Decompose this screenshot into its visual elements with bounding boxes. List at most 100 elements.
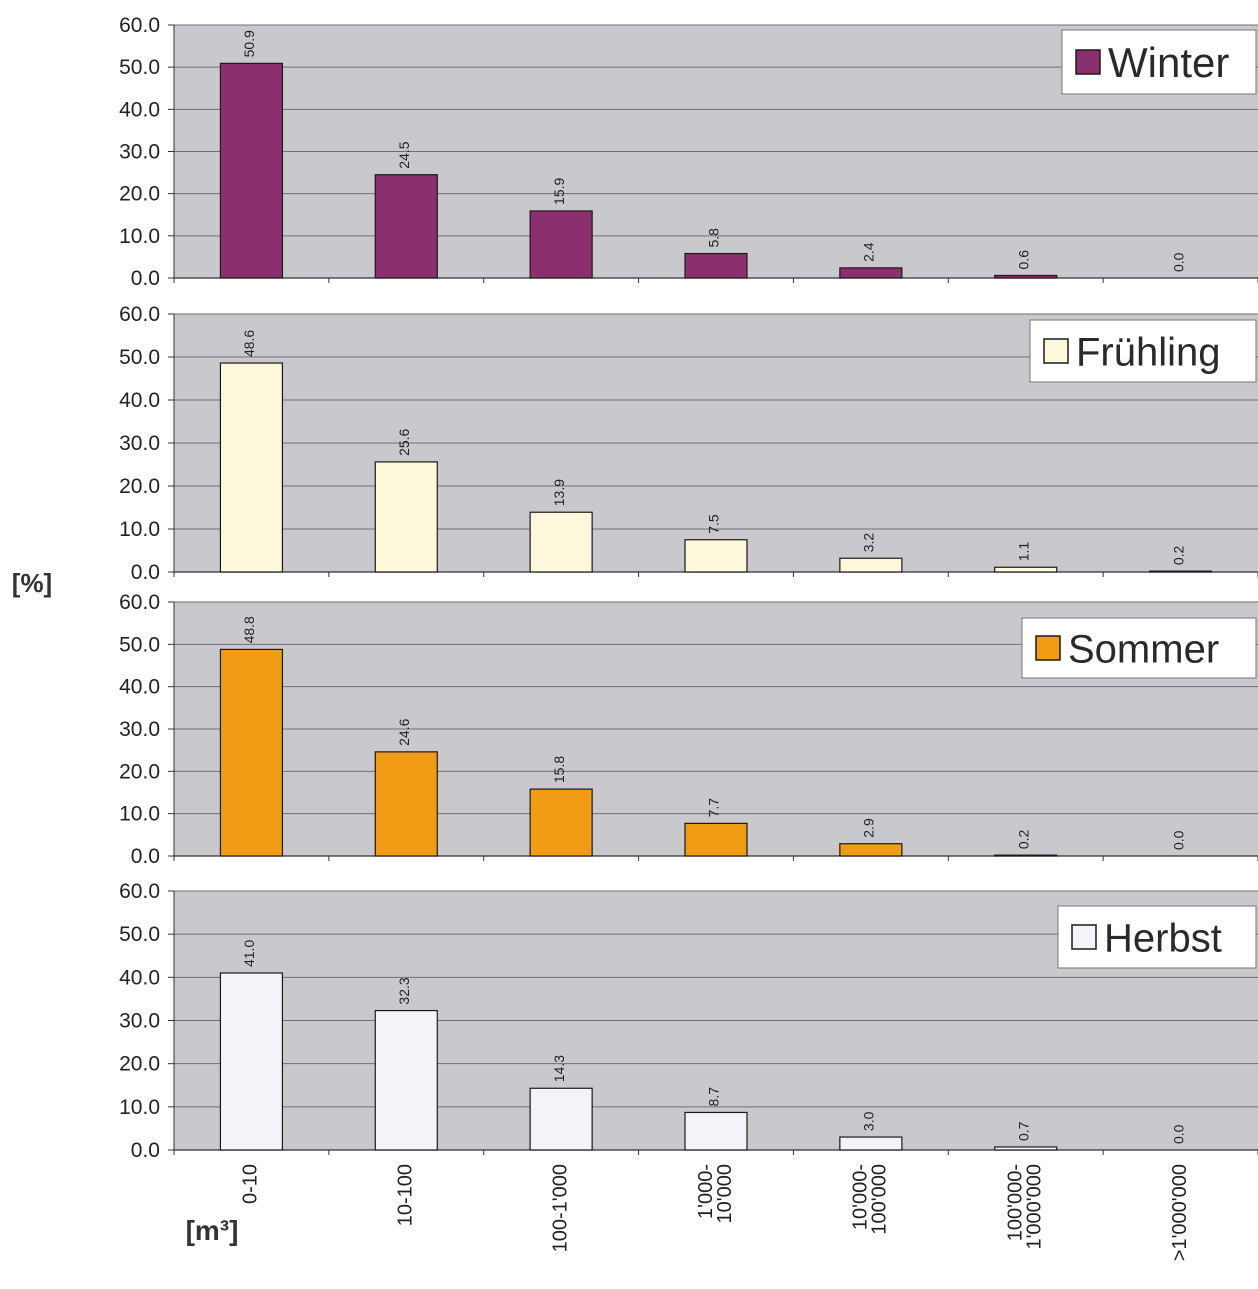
x-unit-label: [m³] bbox=[186, 1215, 239, 1246]
legend-label: Sommer bbox=[1068, 627, 1219, 671]
data-label: 48.8 bbox=[241, 616, 257, 643]
y-tick-label: 10.0 bbox=[119, 225, 160, 248]
data-label: 41.0 bbox=[241, 940, 257, 967]
data-label: 0.7 bbox=[1015, 1121, 1031, 1141]
bar bbox=[529, 210, 593, 279]
y-axis-label: [%] bbox=[12, 568, 52, 598]
y-tick-label: 30.0 bbox=[119, 1010, 160, 1033]
data-label: 0.0 bbox=[1170, 1124, 1186, 1144]
x-tick-label: 100'000- bbox=[1004, 1164, 1026, 1241]
y-tick-label: 0.0 bbox=[131, 267, 160, 290]
bar bbox=[839, 1136, 903, 1151]
chart-panel-winter: 0.0 10.0 20.0 30.0 40.0 50.0 60.0 50.9 24.5 15.9 5… bbox=[119, 14, 1258, 290]
bar bbox=[684, 252, 748, 279]
legend-label: Herbst bbox=[1104, 916, 1222, 960]
data-label: 8.7 bbox=[706, 1087, 722, 1107]
x-tick-label: >1'000'000 bbox=[1169, 1164, 1191, 1261]
legend: Sommer bbox=[1021, 617, 1257, 679]
y-tick-label: 40.0 bbox=[119, 98, 160, 121]
bar bbox=[684, 1111, 748, 1151]
bar bbox=[994, 274, 1058, 279]
y-tick-label: 60.0 bbox=[119, 14, 160, 37]
bar bbox=[1148, 570, 1213, 573]
legend-swatch bbox=[1075, 49, 1101, 75]
bar bbox=[529, 788, 593, 857]
chart-panel-herbst: 0.0 10.0 20.0 30.0 40.0 50.0 60.0 41.0 32.3 14.3 8… bbox=[119, 880, 1258, 1162]
bar bbox=[219, 972, 284, 1151]
data-label: 1.1 bbox=[1015, 542, 1031, 562]
y-tick-label: 60.0 bbox=[119, 591, 160, 614]
legend: Winter bbox=[1061, 29, 1257, 95]
y-tick-label: 0.0 bbox=[131, 561, 160, 584]
data-label: 0.2 bbox=[1015, 829, 1031, 849]
y-tick-label: 50.0 bbox=[119, 56, 160, 79]
x-tick-label: 100-1'000 bbox=[549, 1164, 571, 1252]
bar bbox=[994, 854, 1058, 857]
y-tick-label: 30.0 bbox=[119, 141, 160, 164]
bar bbox=[994, 1146, 1058, 1151]
chart-panel-sommer: 0.0 10.0 20.0 30.0 40.0 50.0 60.0 48.8 24.6 15.8 7… bbox=[119, 591, 1258, 868]
legend: Frühling bbox=[1029, 319, 1257, 383]
y-tick-label: 40.0 bbox=[119, 389, 160, 412]
y-tick-label: 50.0 bbox=[119, 923, 160, 946]
legend-swatch bbox=[1043, 338, 1069, 364]
data-label: 7.7 bbox=[706, 798, 722, 818]
y-tick-label: 20.0 bbox=[119, 475, 160, 498]
data-label: 0.0 bbox=[1170, 252, 1186, 272]
data-label: 5.8 bbox=[706, 228, 722, 248]
data-label: 50.9 bbox=[241, 30, 257, 57]
data-label: 7.5 bbox=[706, 514, 722, 534]
y-tick-label: 40.0 bbox=[119, 966, 160, 989]
y-tick-label: 10.0 bbox=[119, 803, 160, 826]
legend-label: Frühling bbox=[1076, 330, 1221, 374]
bar bbox=[374, 174, 438, 279]
legend-box bbox=[1021, 617, 1257, 679]
data-label: 14.3 bbox=[551, 1055, 567, 1082]
y-tick-label: 30.0 bbox=[119, 432, 160, 455]
y-tick-label: 0.0 bbox=[131, 1139, 160, 1162]
data-label: 2.9 bbox=[861, 818, 877, 838]
y-tick-label: 40.0 bbox=[119, 676, 160, 699]
x-tick-label: 100'000 bbox=[869, 1164, 891, 1235]
bar bbox=[684, 539, 748, 573]
legend-label: Winter bbox=[1108, 39, 1229, 86]
x-axis-labels: 0-10 10-100 100-1'000 1'000-10'000 10'000-10… bbox=[240, 1164, 1191, 1261]
y-tick-label: 10.0 bbox=[119, 1096, 160, 1119]
x-tick-label: 10'000- bbox=[850, 1164, 872, 1230]
data-label: 25.6 bbox=[396, 428, 412, 455]
chart-panel-frühling: 0.0 10.0 20.0 30.0 40.0 50.0 60.0 48.6 25.6 13.9 7… bbox=[119, 303, 1258, 584]
data-label: 2.4 bbox=[861, 242, 877, 262]
x-tick-label: 10'000 bbox=[714, 1164, 736, 1223]
bar bbox=[374, 751, 438, 857]
data-label: 0.0 bbox=[1170, 830, 1186, 850]
data-label: 48.6 bbox=[241, 330, 257, 357]
data-label: 3.2 bbox=[861, 533, 877, 553]
bar bbox=[219, 362, 284, 573]
bar bbox=[839, 557, 903, 573]
y-tick-label: 20.0 bbox=[119, 760, 160, 783]
x-tick-label: 1'000'000 bbox=[1023, 1164, 1045, 1250]
data-label: 24.5 bbox=[396, 141, 412, 168]
y-tick-label: 60.0 bbox=[119, 303, 160, 326]
y-tick-label: 10.0 bbox=[119, 518, 160, 541]
legend-swatch bbox=[1035, 635, 1061, 661]
data-label: 13.9 bbox=[551, 479, 567, 506]
y-tick-label: 60.0 bbox=[119, 880, 160, 903]
y-tick-label: 20.0 bbox=[119, 1053, 160, 1076]
data-label: 32.3 bbox=[396, 977, 412, 1004]
y-tick-label: 50.0 bbox=[119, 346, 160, 369]
bar bbox=[839, 267, 903, 279]
bar bbox=[374, 1009, 438, 1151]
data-label: 3.0 bbox=[861, 1111, 877, 1131]
bar bbox=[219, 648, 284, 857]
data-label: 0.6 bbox=[1015, 250, 1031, 270]
x-tick-label: 10-100 bbox=[395, 1164, 417, 1226]
bar bbox=[529, 1087, 593, 1151]
bar bbox=[839, 843, 903, 857]
bar bbox=[684, 822, 748, 857]
bar bbox=[374, 461, 438, 573]
y-tick-label: 20.0 bbox=[119, 183, 160, 206]
x-tick-label: 0-10 bbox=[240, 1164, 262, 1204]
x-tick-label: 1'000- bbox=[695, 1164, 717, 1219]
